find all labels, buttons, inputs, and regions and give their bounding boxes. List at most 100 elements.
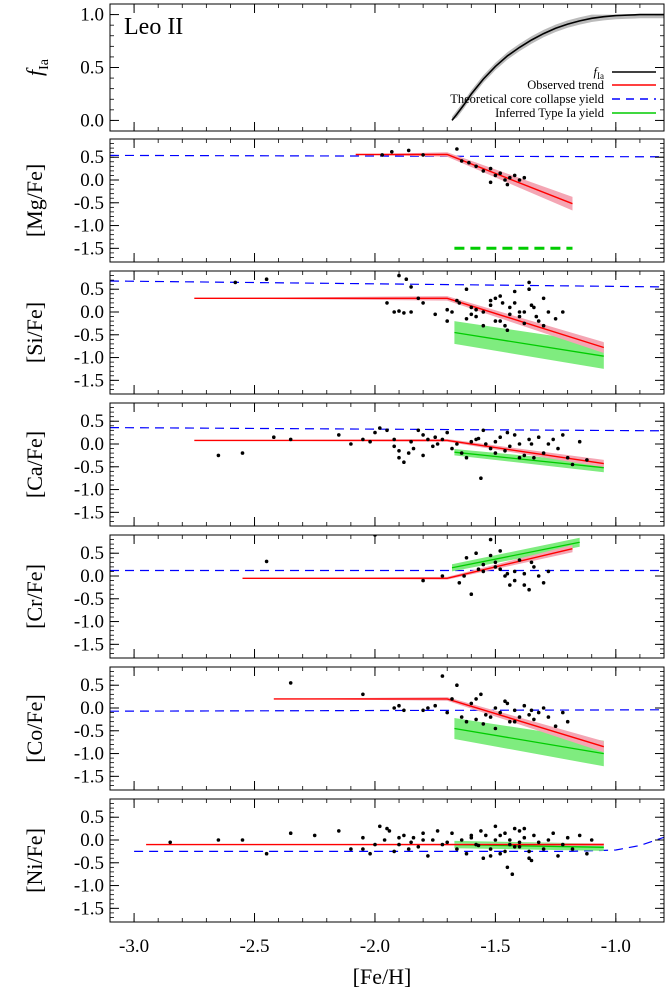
observed-trend-band bbox=[194, 439, 604, 468]
data-point bbox=[459, 451, 464, 455]
data-point bbox=[361, 692, 365, 697]
data-point bbox=[476, 843, 481, 848]
data-point bbox=[474, 551, 478, 555]
data-point bbox=[577, 439, 582, 444]
data-point bbox=[484, 833, 488, 838]
data-point bbox=[522, 583, 527, 587]
y-tick-label: 0.5 bbox=[80, 543, 104, 564]
data-point bbox=[522, 835, 527, 840]
panel-cr: 0.50.0-0.5-1.0-1.5 [Cr/Fe] bbox=[22, 534, 665, 659]
data-point bbox=[404, 277, 409, 282]
data-point bbox=[450, 831, 454, 835]
data-point bbox=[508, 444, 512, 449]
data-point bbox=[541, 847, 546, 851]
panel-frame bbox=[109, 666, 665, 791]
data-point bbox=[406, 847, 411, 851]
cc-yield-line bbox=[110, 280, 664, 288]
y-tick-label: -1.5 bbox=[74, 370, 104, 391]
data-point bbox=[517, 715, 522, 719]
data-point bbox=[517, 455, 522, 460]
observed-trend-band bbox=[355, 152, 573, 211]
data-point bbox=[512, 578, 517, 583]
data-point bbox=[508, 312, 512, 317]
data-point bbox=[445, 710, 450, 715]
data-point bbox=[450, 446, 454, 451]
data-point bbox=[337, 433, 341, 437]
data-point bbox=[481, 856, 486, 860]
data-point bbox=[484, 713, 488, 717]
data-point bbox=[455, 442, 459, 446]
data-point bbox=[433, 703, 438, 708]
y-tick-label: -0.5 bbox=[74, 325, 104, 346]
data-point bbox=[512, 708, 517, 713]
data-point bbox=[411, 446, 416, 451]
data-point bbox=[240, 451, 245, 455]
y-tick-label: 0.0 bbox=[80, 302, 104, 323]
y-tick-label: 0.0 bbox=[80, 698, 104, 719]
data-point bbox=[532, 455, 536, 460]
data-point bbox=[505, 182, 510, 187]
data-point bbox=[397, 703, 401, 708]
data-point bbox=[508, 175, 512, 180]
data-point bbox=[510, 872, 515, 876]
observed-trend-band bbox=[273, 697, 604, 753]
data-point bbox=[272, 435, 276, 440]
data-point bbox=[527, 849, 531, 854]
y-tick-label: 0.5 bbox=[80, 807, 104, 828]
data-point bbox=[522, 453, 527, 458]
data-point bbox=[505, 701, 510, 706]
y-axis-label: fIa bbox=[22, 58, 52, 76]
y-tick-label: -0.5 bbox=[74, 457, 104, 478]
data-point bbox=[488, 553, 493, 558]
data-point bbox=[481, 169, 486, 173]
data-point bbox=[498, 833, 503, 838]
cc-yield-line bbox=[134, 836, 664, 852]
y-tick-label: -1.5 bbox=[74, 238, 104, 259]
data-point bbox=[493, 451, 498, 455]
data-point bbox=[512, 845, 517, 849]
data-point bbox=[421, 301, 425, 305]
data-point bbox=[498, 567, 503, 571]
data-point bbox=[349, 847, 353, 851]
data-point bbox=[517, 840, 522, 845]
data-point bbox=[435, 829, 440, 833]
data-point bbox=[503, 574, 507, 578]
data-point bbox=[168, 840, 172, 845]
data-point bbox=[570, 462, 575, 467]
data-point bbox=[464, 556, 469, 560]
data-point bbox=[488, 180, 493, 185]
data-point bbox=[440, 674, 445, 678]
data-point bbox=[450, 310, 454, 314]
data-point bbox=[479, 476, 483, 481]
data-point bbox=[464, 455, 469, 460]
observed-trend-line bbox=[355, 153, 573, 205]
data-point bbox=[457, 301, 462, 305]
y-tick-label: -0.5 bbox=[74, 721, 104, 742]
data-point bbox=[421, 433, 425, 437]
data-point bbox=[349, 442, 353, 446]
data-point bbox=[481, 323, 486, 328]
x-tick-label: -1.0 bbox=[601, 936, 631, 957]
data-point bbox=[264, 277, 269, 282]
data-point bbox=[522, 571, 527, 576]
data-point bbox=[392, 444, 397, 449]
y-tick-label: 0.0 bbox=[80, 110, 104, 131]
data-point bbox=[493, 296, 498, 301]
y-axis-label: [Ca/Fe] bbox=[22, 431, 47, 498]
panel-plot-area bbox=[110, 147, 664, 250]
data-point bbox=[378, 426, 382, 430]
data-point bbox=[459, 159, 464, 163]
legend-label: Theoretical core collapse yield bbox=[450, 92, 604, 106]
data-point bbox=[498, 294, 503, 298]
data-point bbox=[498, 710, 503, 715]
data-point bbox=[512, 826, 517, 831]
data-point bbox=[536, 710, 541, 715]
data-point bbox=[409, 840, 413, 845]
data-point bbox=[585, 851, 589, 856]
data-point bbox=[481, 310, 486, 314]
data-point bbox=[508, 583, 512, 587]
data-point bbox=[382, 838, 387, 842]
data-point bbox=[397, 309, 401, 313]
data-point bbox=[476, 436, 481, 441]
